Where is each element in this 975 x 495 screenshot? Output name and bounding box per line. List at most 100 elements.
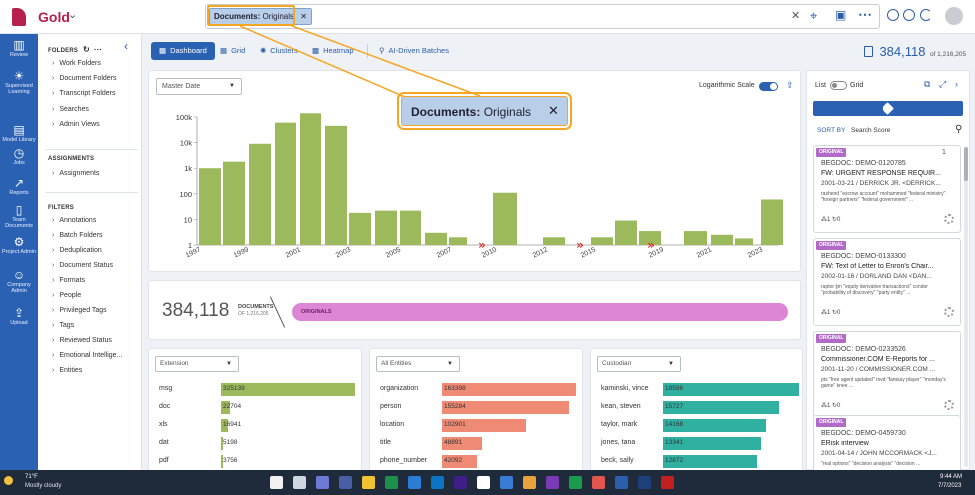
date-field-select[interactable]: Master Date ▼ — [156, 78, 242, 95]
panel-item-reviewed-status[interactable]: › Reviewed Status — [52, 337, 112, 344]
taskbar-app-icon[interactable] — [362, 476, 375, 489]
panel-item-annotations[interactable]: › Annotations — [52, 217, 96, 224]
crosshair-icon[interactable]: ⌖ — [810, 8, 818, 23]
chevron-right-icon[interactable]: › — [955, 79, 958, 89]
avatar[interactable] — [945, 7, 963, 25]
taskbar-app-icon[interactable] — [638, 476, 651, 489]
nav-item-supervised-learning[interactable]: ☀ Supervised Learning — [0, 70, 38, 96]
taskbar-app-icon[interactable] — [316, 476, 329, 489]
document-subject[interactable]: ERisk interview — [821, 440, 869, 447]
chart-bar[interactable] — [639, 231, 661, 245]
panel-item-document-status[interactable]: › Document Status — [52, 262, 113, 269]
facet-row[interactable]: taylor, mark 14168 — [601, 419, 801, 432]
scrollbar-thumb[interactable] — [964, 147, 968, 181]
chart-bar[interactable] — [300, 113, 321, 245]
search-icon[interactable]: ⚲ — [955, 124, 963, 135]
panel-item-assignments[interactable]: › Assignments — [52, 170, 99, 177]
taskbar-app-icon[interactable] — [293, 476, 306, 489]
taskbar-app-icon[interactable] — [270, 476, 283, 489]
panel-item-tags[interactable]: › Tags — [52, 322, 74, 329]
facet-row[interactable]: location 102901 — [380, 419, 580, 432]
facet-row[interactable]: kean, steven 15727 — [601, 401, 801, 414]
log-scale-toggle[interactable] — [759, 82, 778, 91]
panel-item-document-folders[interactable]: › Document Folders — [52, 75, 117, 82]
facet-row[interactable]: dat 5198 — [159, 437, 359, 450]
facet-row[interactable]: person 155284 — [380, 401, 580, 414]
nav-item-project-admin[interactable]: ⚙ Project Admin — [0, 236, 38, 256]
clear-search-icon[interactable]: ✕ — [791, 10, 801, 22]
chart-bar[interactable] — [543, 237, 565, 245]
scrollbar-track[interactable] — [964, 147, 968, 467]
taskbar-app-icon[interactable] — [339, 476, 352, 489]
facet-select[interactable]: All Entities ▼ — [376, 356, 460, 372]
facet-row[interactable]: jones, tana 13341 — [601, 437, 801, 450]
chart-bar[interactable] — [325, 125, 347, 245]
nav-item-team-documents[interactable]: ▯ Team Documents — [0, 204, 38, 230]
document-card[interactable]: ORIGINAL BEGDOC: DEMO-0133300 FW: Text of … — [813, 238, 961, 326]
chevron-left-icon[interactable]: ‹ — [124, 39, 128, 53]
facet-select[interactable]: Custodian ▼ — [597, 356, 681, 372]
more-icon[interactable]: ⋯ — [858, 6, 872, 22]
chart-bar[interactable] — [591, 237, 613, 245]
facet-row[interactable]: xls 16941 — [159, 419, 359, 432]
facet-row[interactable]: msg 325139 — [159, 383, 359, 396]
chart-bar[interactable] — [375, 210, 397, 245]
more-icon[interactable]: ⋯ — [93, 45, 102, 54]
document-card[interactable]: ORIGINAL BEGDOC: DEMO-0233526 Commissioner… — [813, 331, 961, 419]
panel-item-deduplication[interactable]: › Deduplication — [52, 247, 102, 254]
facet-row[interactable]: pdf 3756 — [159, 455, 359, 468]
chart-bar[interactable] — [425, 232, 447, 245]
chart-bar[interactable] — [400, 210, 421, 245]
nav-item-review[interactable]: ▥ Review — [0, 39, 38, 59]
taskbar-app-icon[interactable] — [454, 476, 467, 489]
chart-bar[interactable] — [349, 212, 371, 245]
taskbar-app-icon[interactable] — [477, 476, 490, 489]
gear-icon[interactable] — [944, 214, 954, 224]
originals-bar[interactable] — [292, 303, 788, 321]
panel-item-emotional-intellige-[interactable]: › Emotional Intellige... — [52, 352, 122, 359]
taskbar-app-icon[interactable] — [408, 476, 421, 489]
taskbar-app-icon[interactable] — [569, 476, 582, 489]
help-icon[interactable] — [887, 9, 899, 21]
panel-item-transcript-folders[interactable]: › Transcript Folders — [52, 90, 116, 97]
nav-item-company-admin[interactable]: ☺ Company Admin — [0, 269, 38, 295]
chart-bar[interactable] — [615, 220, 637, 245]
save-icon[interactable]: ▣ — [835, 8, 847, 22]
chart-bar[interactable] — [449, 237, 467, 245]
nav-item-upload[interactable]: ⇪ Upload — [0, 307, 38, 327]
chart-bar[interactable] — [275, 122, 296, 245]
panel-item-batch-folders[interactable]: › Batch Folders — [52, 232, 103, 239]
tag-bar[interactable] — [813, 101, 963, 116]
chart-bar[interactable] — [223, 161, 245, 245]
facet-row[interactable]: doc 22704 — [159, 401, 359, 414]
facet-select[interactable]: Extension ▼ — [155, 356, 239, 372]
facet-row[interactable]: phone_number 42092 — [380, 455, 580, 468]
app-logo[interactable] — [12, 8, 26, 26]
taskbar-app-icon[interactable] — [546, 476, 559, 489]
tab-clusters[interactable]: ✺ Clusters — [260, 42, 298, 60]
taskbar-app-icon[interactable] — [661, 476, 674, 489]
facet-row[interactable]: kaminski, vince 18596 — [601, 383, 801, 396]
facet-row[interactable]: organization 163398 — [380, 383, 580, 396]
panel-item-privileged-tags[interactable]: › Privileged Tags — [52, 307, 107, 314]
document-subject[interactable]: FW: Text of Letter to Enron's Chair... — [821, 263, 934, 270]
gear-icon[interactable] — [944, 400, 954, 410]
chart-bar[interactable] — [684, 231, 707, 245]
chart-bar[interactable] — [735, 238, 753, 245]
gear-icon[interactable] — [944, 307, 954, 317]
tab-ai-driven-batches[interactable]: ⚲ AI-Driven Batches — [379, 42, 449, 60]
chart-bar[interactable] — [761, 199, 783, 245]
chevron-down-icon[interactable]: ⌄ — [68, 9, 78, 21]
taskbar-app-icon[interactable] — [523, 476, 536, 489]
chart-bar[interactable] — [249, 143, 271, 245]
tab-dashboard[interactable]: ▦ Dashboard — [151, 42, 215, 60]
close-icon[interactable]: ✕ — [300, 12, 307, 21]
nav-item-model-library[interactable]: ▤ Model Library — [0, 124, 38, 144]
nav-item-reports[interactable]: ↗ Reports — [0, 177, 38, 197]
panel-item-entities[interactable]: › Entities — [52, 367, 82, 374]
sort-by-value[interactable]: Search Score — [851, 127, 891, 134]
chart-bar[interactable] — [493, 192, 517, 245]
taskbar-app-icon[interactable] — [615, 476, 628, 489]
chart-bar[interactable] — [711, 234, 733, 245]
open-external-icon[interactable]: ⧉ — [924, 79, 931, 89]
